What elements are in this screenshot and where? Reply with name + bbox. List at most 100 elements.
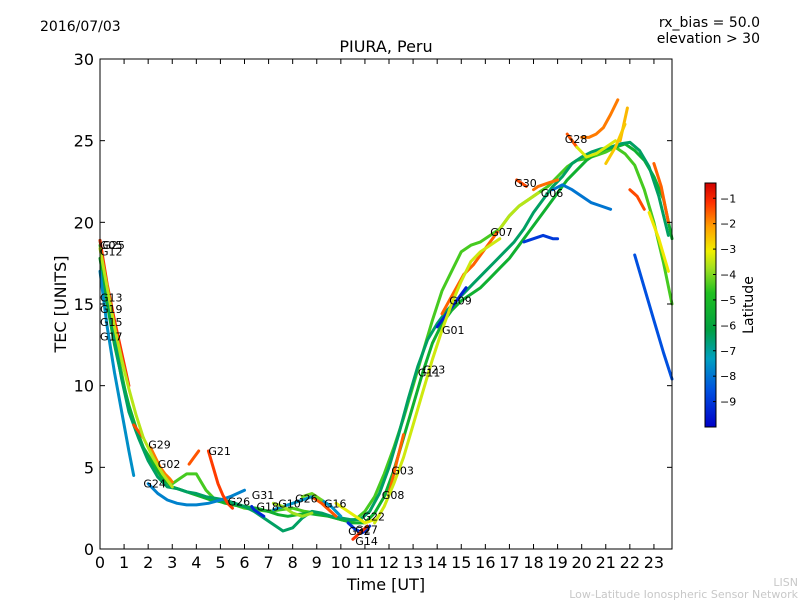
y-axis-label: TEC [UNITS]	[51, 256, 70, 354]
colorbar-tick-label: −9	[720, 396, 736, 409]
satellite-label-g24: G24	[143, 478, 166, 491]
x-tick-label: 19	[547, 553, 567, 572]
satellite-label-g07: G07	[490, 226, 513, 239]
satellite-label-g06: G06	[541, 187, 564, 200]
satellite-label-g26: G26	[228, 496, 251, 509]
chart-date: 2016/07/03	[40, 19, 121, 35]
x-axis-ticks: 0 1 2 3 4 5 6 7 8 9 10 11 12 13 14 15 16 17 18 19 20 21 22 23	[95, 59, 664, 572]
tec-series-19	[387, 433, 405, 495]
satellite-label-g05: G05	[100, 239, 123, 252]
x-tick-label: 17	[499, 553, 519, 572]
satellite-label-g10: G10	[278, 497, 301, 510]
satellite-label-g13: G13	[100, 292, 123, 305]
satellite-label-g14: G14	[355, 535, 378, 548]
footer-network: Low-Latitude Ionospheric Sensor Network	[569, 588, 798, 600]
x-tick-label: 23	[644, 553, 664, 572]
colorbar-tick-label: −8	[720, 370, 736, 383]
x-tick-label: 11	[355, 553, 375, 572]
x-tick-label: 20	[572, 553, 592, 572]
satellite-label-g15: G15	[100, 316, 123, 329]
tec-series-3	[98, 269, 136, 477]
tec-series-17	[312, 496, 338, 518]
y-tick-label: 0	[84, 540, 94, 559]
satellite-label-g22: G22	[363, 510, 386, 523]
tec-series-16	[206, 449, 234, 510]
elevation-label: elevation > 30	[657, 31, 760, 47]
satellite-label-g23: G23	[423, 363, 446, 376]
satellite-label-g01: G01	[442, 324, 465, 337]
colorbar-tick-label: −2	[720, 218, 736, 231]
tec-series-10	[346, 521, 372, 535]
tec-series-11	[633, 253, 674, 381]
satellite-label-g19: G19	[100, 303, 123, 316]
x-tick-label: 3	[167, 553, 177, 572]
tec-series-14	[149, 446, 174, 484]
x-tick-label: 1	[119, 553, 129, 572]
x-tick-label: 21	[596, 553, 616, 572]
x-tick-label: 2	[143, 553, 153, 572]
tec-series-6	[250, 505, 266, 518]
x-tick-label: 4	[191, 553, 201, 572]
x-tick-label: 10	[331, 553, 351, 572]
satellite-label-g21: G21	[208, 445, 231, 458]
tec-series-35	[604, 122, 627, 165]
colorbar-tick-label: −5	[720, 294, 736, 307]
x-tick-label: 16	[475, 553, 495, 572]
x-tick-label: 6	[239, 553, 249, 572]
y-axis-ticks: 0 5 10 15 20 25 30	[74, 50, 672, 559]
x-tick-label: 14	[427, 553, 447, 572]
y-tick-label: 15	[74, 295, 94, 314]
colorbar-tick-label: −1	[720, 192, 736, 205]
satellite-label-g26: G26	[295, 492, 318, 505]
tec-series-23	[565, 132, 579, 149]
footer-lisn: LISN	[773, 576, 798, 589]
x-tick-label: 18	[523, 553, 543, 572]
x-axis-label: Time [UT]	[346, 575, 425, 594]
y-tick-label: 5	[84, 458, 94, 477]
colorbar-label: Latitude	[741, 276, 757, 334]
colorbar-tick-label: −4	[720, 269, 736, 282]
satellite-label-g25: G25	[102, 239, 125, 252]
colorbar-tick-label: −6	[720, 319, 736, 332]
colorbar-tick-label: −7	[720, 345, 736, 358]
satellite-label-g17: G17	[100, 331, 123, 344]
satellite-label-g27: G27	[355, 523, 378, 536]
latitude-colorbar: −1 −2 −3 −4 −5 −6 −7 −8 −9 Latitude	[704, 182, 757, 428]
satellite-label-g18: G18	[257, 501, 280, 514]
x-tick-label: 5	[215, 553, 225, 572]
satellite-label-g08: G08	[382, 489, 405, 502]
satellite-label-g09: G09	[449, 295, 472, 308]
satellite-label-g32: G32	[348, 525, 371, 538]
tec-series-34	[575, 139, 617, 159]
tec-series-36	[300, 492, 324, 502]
tec-series-32	[373, 237, 502, 525]
y-tick-label: 25	[74, 132, 94, 151]
satellite-label-g11: G11	[418, 367, 441, 380]
tec-series-22	[532, 178, 560, 192]
satellite-label-g30: G30	[514, 177, 537, 190]
tec-series-31	[334, 501, 377, 525]
satellite-label-g28: G28	[565, 133, 588, 146]
y-tick-label: 10	[74, 377, 94, 396]
x-tick-label: 13	[403, 553, 423, 572]
tec-series-7	[551, 183, 613, 211]
x-tick-label: 0	[95, 553, 105, 572]
x-tick-label: 7	[263, 553, 273, 572]
satellite-label-g02: G02	[158, 458, 181, 471]
x-tick-label: 9	[312, 553, 322, 572]
y-tick-label: 30	[74, 50, 94, 69]
y-tick-label: 20	[74, 213, 94, 232]
rx-bias-label: rx_bias = 50.0	[659, 15, 760, 31]
x-tick-label: 12	[379, 553, 399, 572]
x-tick-label: 8	[288, 553, 298, 572]
satellite-label-g12: G12	[100, 246, 123, 259]
tec-series-2	[98, 140, 670, 533]
tec-series-21	[515, 178, 528, 188]
tec-series-33	[498, 191, 540, 231]
tec-series-24	[580, 98, 620, 139]
x-tick-label: 15	[451, 553, 471, 572]
chart-title: PIURA, Peru	[339, 37, 432, 56]
tec-series-8	[522, 233, 560, 244]
